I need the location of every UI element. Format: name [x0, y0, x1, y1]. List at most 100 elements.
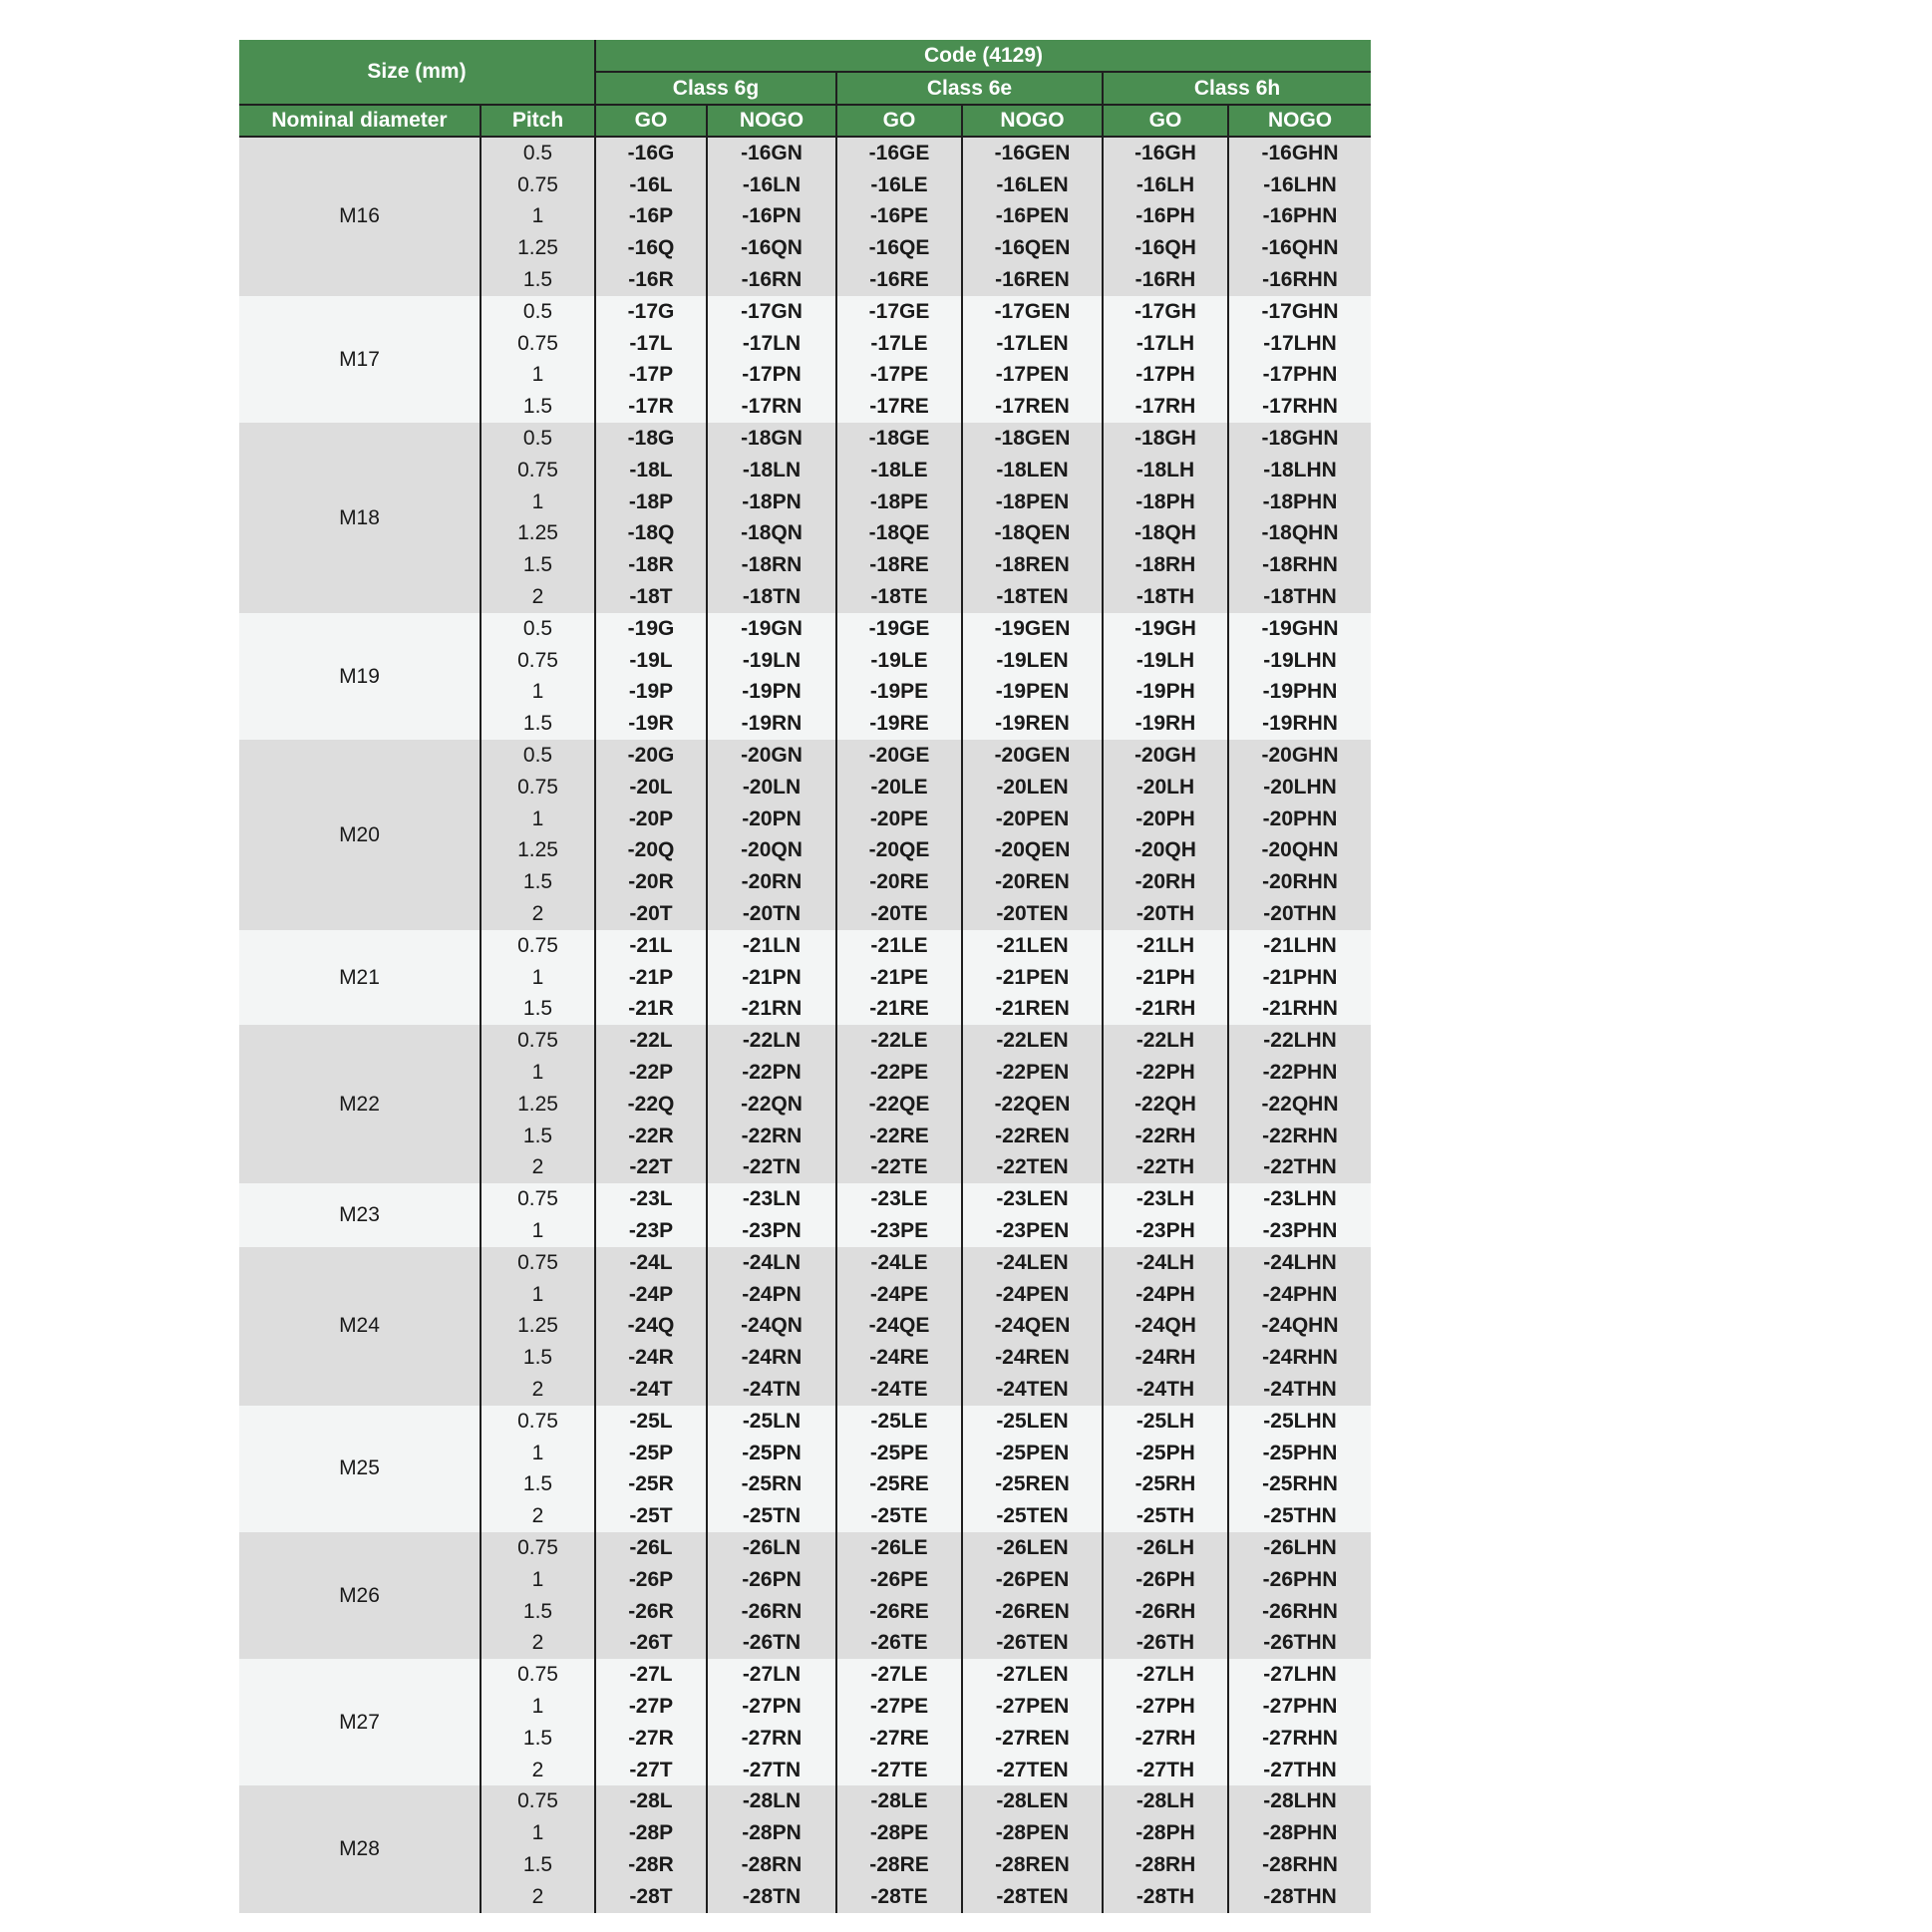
class-6e-nogo-code: -26TEN [961, 1627, 1104, 1660]
class-6g-go-code: -26L [594, 1532, 708, 1564]
class-6g-go-code: -28R [594, 1849, 708, 1881]
class-6e-nogo-code: -23PEN [961, 1215, 1104, 1247]
class-6g-nogo-code: -26TN [706, 1627, 837, 1660]
class-6h-go-code: -17RH [1102, 391, 1229, 424]
class-6g-go-code: -19L [594, 644, 708, 677]
class-6e-go-code: -18TE [835, 581, 963, 613]
table-row: 0.75 -20L -20LN -20LE -20LEN -20LH -20LHN [239, 771, 1372, 804]
table-row: 1.5 -25R -25RN -25RE -25REN -25RH -25RHN [239, 1468, 1372, 1501]
size-header: Size (mm) [239, 40, 596, 106]
table-row: 1 -23P -23PN -23PE -23PEN -23PH -23PHN [239, 1215, 1372, 1247]
pitch-cell: 1 [480, 803, 596, 835]
class-6g-nogo-code: -18RN [706, 549, 837, 582]
class-6h-go-code: -26PH [1102, 1563, 1229, 1596]
table-row: M16 0.5 -16G -16GN -16GE -16GEN -16GH -16GHN [239, 137, 1372, 296]
class-6h-nogo-code: -24QHN [1226, 1310, 1372, 1343]
pitch-cell: 1 [480, 1437, 596, 1469]
class-6g-nogo-code: -20QN [706, 834, 837, 867]
class-6g-go-code: -28L [594, 1785, 708, 1818]
class-6h-go-code: -20GH [1102, 740, 1229, 772]
class-6g-nogo-code: -21PN [706, 961, 837, 994]
class-6g-go-code: -20T [594, 898, 708, 930]
class-6e-go-code: -23PE [835, 1215, 963, 1247]
pitch-cell: 1 [480, 1215, 596, 1247]
class-6e-nogo-code: -20REN [961, 866, 1104, 899]
class-6e-go-code: -25LE [835, 1405, 963, 1438]
class-6e-nogo-code: -24QEN [961, 1310, 1104, 1343]
class-6e-nogo-code: -18PEN [961, 485, 1104, 518]
class-6h-go-code: -26RH [1102, 1595, 1229, 1628]
class-6e-nogo-code: -16QEN [961, 232, 1104, 265]
code-header: Code (4129) [593, 40, 1372, 73]
class-6e-nogo-code: -16GEN [961, 137, 1104, 169]
class-6h-nogo-code: -18GHN [1226, 423, 1372, 455]
table-row: M19 0.5 -19G -19GN -19GE -19GEN -19GH -19GHN [239, 612, 1372, 741]
class-6g-nogo-code: -17GN [706, 295, 837, 328]
class-6e-go-code: -21PE [835, 961, 963, 994]
class-6h-go-code: -25RH [1102, 1468, 1229, 1501]
pitch-cell: 0.75 [480, 1785, 596, 1818]
table-row: 1 -24P -24PN -24PE -24PEN -24PH -24PHN [239, 1278, 1372, 1311]
class-6e-go-code: -20TE [835, 898, 963, 930]
class-6h-nogo-code: -27RHN [1226, 1722, 1372, 1755]
pitch-cell: 1 [480, 961, 596, 994]
class-6g-go-code: -18Q [594, 517, 708, 550]
pitch-cell: 0.75 [480, 1246, 596, 1279]
class-6g-go-code: -25T [594, 1500, 708, 1533]
class-6h-go-code: -19RH [1102, 708, 1229, 741]
class-6g-go-code: -18P [594, 485, 708, 518]
class-6e-go-code: -27LE [835, 1659, 963, 1692]
pitch-cell: 1.5 [480, 549, 596, 582]
nominal-diameter-cell: M22 [239, 1025, 482, 1184]
pitch-cell: 1.5 [480, 1468, 596, 1501]
class-6h-nogo-code: -17PHN [1226, 359, 1372, 392]
class-6e-go-code: -18QE [835, 517, 963, 550]
class-6h-nogo-code: -16PHN [1226, 200, 1372, 233]
class-6e-go-code: -22LE [835, 1025, 963, 1058]
class-6h-go-code: -28LH [1102, 1785, 1229, 1818]
table-row: 0.75 -19L -19LN -19LE -19LEN -19LH -19LHN [239, 644, 1372, 677]
class-6h-nogo-code: -23LHN [1226, 1183, 1372, 1216]
class-6h-go-code: -24QH [1102, 1310, 1229, 1343]
class-6g-nogo-code: -25LN [706, 1405, 837, 1438]
class-6g-nogo-code: -25TN [706, 1500, 837, 1533]
class-6g-go-code: -22R [594, 1120, 708, 1152]
class-6g-nogo-code: -26RN [706, 1595, 837, 1628]
nogo-header: NOGO [1226, 105, 1372, 138]
pitch-cell: 1.5 [480, 993, 596, 1026]
class-6g-header: Class 6g [594, 72, 837, 106]
class-6g-nogo-code: -20LN [706, 771, 837, 804]
class-6h-nogo-code: -16LHN [1226, 168, 1372, 201]
class-6h-nogo-code: -27THN [1226, 1754, 1372, 1786]
class-6g-nogo-code: -21LN [706, 929, 837, 962]
class-6g-nogo-code: -26LN [706, 1532, 837, 1564]
pitch-cell: 1 [480, 485, 596, 518]
nominal-diameter-cell: M28 [239, 1785, 482, 1913]
class-6g-go-code: -16Q [594, 232, 708, 265]
table-row: 1 -22P -22PN -22PE -22PEN -22PH -22PHN [239, 1057, 1372, 1089]
nominal-diameter-cell: M21 [239, 929, 482, 1026]
class-6g-go-code: -16R [594, 264, 708, 296]
pitch-cell: 2 [480, 581, 596, 613]
pitch-cell: 0.5 [480, 612, 596, 645]
class-6h-go-code: -16PH [1102, 200, 1229, 233]
class-6e-go-code: -24RE [835, 1342, 963, 1375]
class-6g-nogo-code: -24LN [706, 1246, 837, 1279]
class-6e-go-code: -16LE [835, 168, 963, 201]
class-6e-header: Class 6e [835, 72, 1104, 106]
class-6h-nogo-code: -27LHN [1226, 1659, 1372, 1692]
nominal-diameter-header: Nominal diameter [239, 105, 482, 138]
nominal-diameter-cell: M25 [239, 1405, 482, 1533]
class-6e-go-code: -18LE [835, 454, 963, 486]
class-6h-go-code: -27PH [1102, 1691, 1229, 1723]
class-6g-go-code: -21R [594, 993, 708, 1026]
class-6g-nogo-code: -22RN [706, 1120, 837, 1152]
pitch-cell: 1.25 [480, 1310, 596, 1343]
class-6h-nogo-code: -20RHN [1226, 866, 1372, 899]
class-6g-go-code: -26P [594, 1563, 708, 1596]
class-6g-go-code: -27T [594, 1754, 708, 1786]
pitch-cell: 2 [480, 1151, 596, 1184]
class-6h-go-code: -16GH [1102, 137, 1229, 169]
class-6e-nogo-code: -22PEN [961, 1057, 1104, 1089]
pitch-cell: 1.5 [480, 1722, 596, 1755]
